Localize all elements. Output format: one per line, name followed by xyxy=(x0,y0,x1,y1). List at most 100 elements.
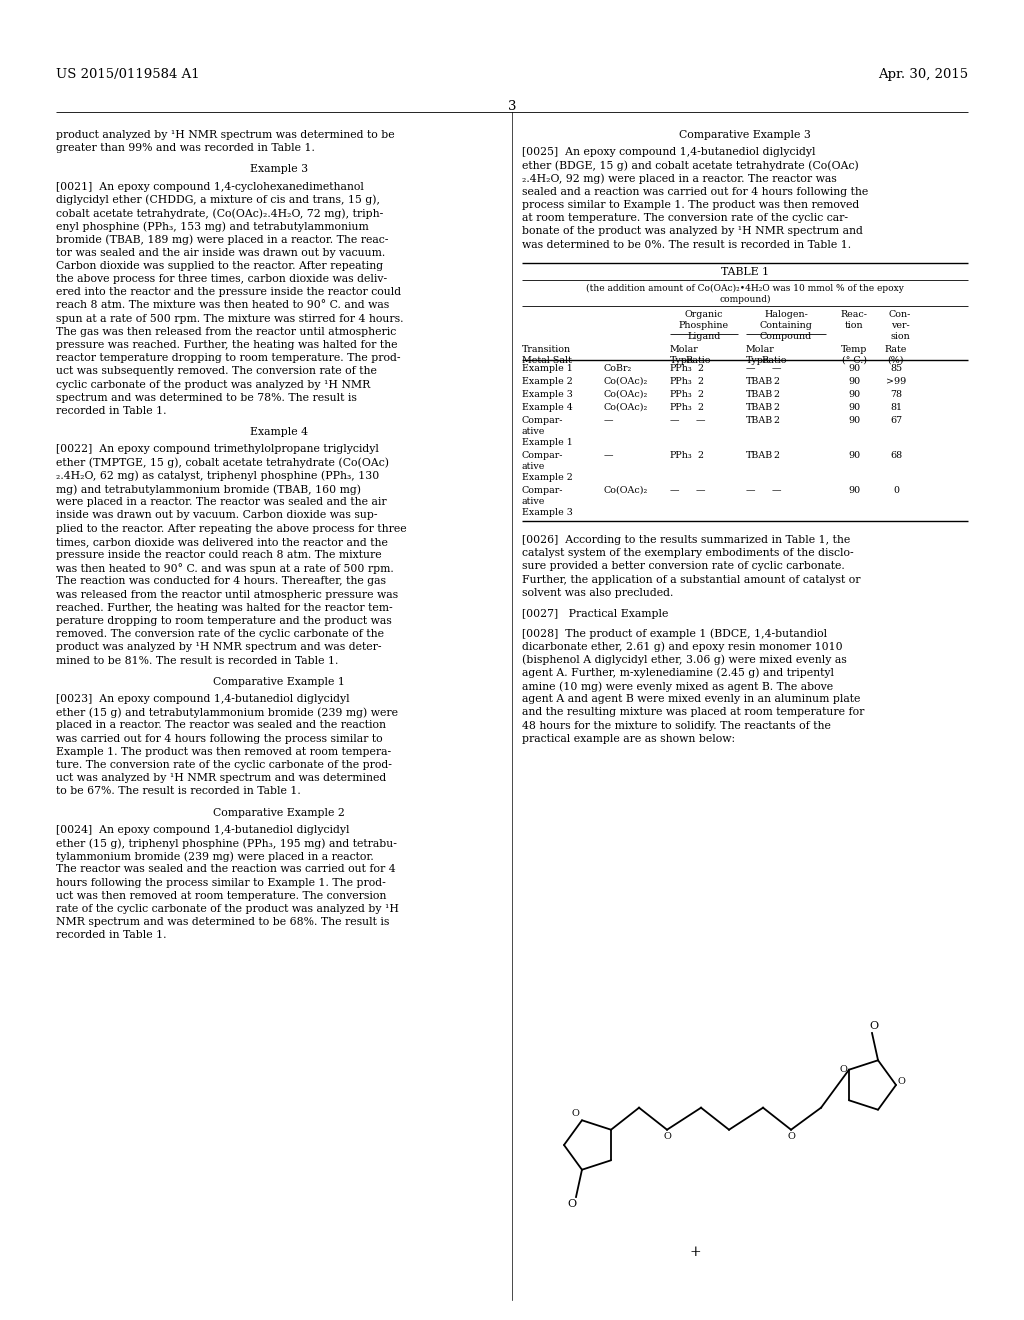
Text: catalyst system of the exemplary embodiments of the disclo-: catalyst system of the exemplary embodim… xyxy=(522,548,854,558)
Text: (%): (%) xyxy=(888,356,904,366)
Text: Type: Type xyxy=(670,356,693,366)
Text: O: O xyxy=(839,1065,847,1074)
Text: Example 4: Example 4 xyxy=(250,428,308,437)
Text: product was analyzed by ¹H NMR spectrum and was deter-: product was analyzed by ¹H NMR spectrum … xyxy=(56,643,382,652)
Text: [0028]  The product of example 1 (BDCE, 1,4-butandiol: [0028] The product of example 1 (BDCE, 1… xyxy=(522,628,827,639)
Text: —: — xyxy=(746,364,756,374)
Text: were placed in a reactor. The reactor was sealed and the air: were placed in a reactor. The reactor wa… xyxy=(56,498,387,507)
Text: ered into the reactor and the pressure inside the reactor could: ered into the reactor and the pressure i… xyxy=(56,288,401,297)
Text: bonate of the product was analyzed by ¹H NMR spectrum and: bonate of the product was analyzed by ¹H… xyxy=(522,227,863,236)
Text: Carbon dioxide was supplied to the reactor. After repeating: Carbon dioxide was supplied to the react… xyxy=(56,261,383,271)
Text: cobalt acetate tetrahydrate, (Co(OAc)₂.4H₂O, 72 mg), triph-: cobalt acetate tetrahydrate, (Co(OAc)₂.4… xyxy=(56,209,383,219)
Text: (° C.): (° C.) xyxy=(842,356,866,366)
Text: hours following the process similar to Example 1. The prod-: hours following the process similar to E… xyxy=(56,878,386,887)
Text: tion: tion xyxy=(845,321,863,330)
Text: PPh₃: PPh₃ xyxy=(670,378,693,385)
Text: inside was drawn out by vacuum. Carbon dioxide was sup-: inside was drawn out by vacuum. Carbon d… xyxy=(56,511,378,520)
Text: uct was then removed at room temperature. The conversion: uct was then removed at room temperature… xyxy=(56,891,386,900)
Text: TBAB: TBAB xyxy=(746,451,773,459)
Text: compound): compound) xyxy=(719,294,771,304)
Text: cyclic carbonate of the product was analyzed by ¹H NMR: cyclic carbonate of the product was anal… xyxy=(56,380,371,389)
Text: Co(OAc)₂: Co(OAc)₂ xyxy=(604,486,648,495)
Text: O: O xyxy=(898,1077,906,1085)
Text: 2: 2 xyxy=(773,451,779,459)
Text: enyl phosphine (PPh₃, 153 mg) and tetrabutylammonium: enyl phosphine (PPh₃, 153 mg) and tetrab… xyxy=(56,222,369,232)
Text: ether (BDGE, 15 g) and cobalt acetate tetrahydrate (Co(OAc): ether (BDGE, 15 g) and cobalt acetate te… xyxy=(522,161,859,172)
Text: Ligand: Ligand xyxy=(687,333,721,341)
Text: Further, the application of a substantial amount of catalyst or: Further, the application of a substantia… xyxy=(522,574,860,585)
Text: —: — xyxy=(771,486,780,495)
Text: plied to the reactor. After repeating the above process for three: plied to the reactor. After repeating th… xyxy=(56,524,407,533)
Text: +: + xyxy=(689,1245,700,1259)
Text: [0027]   Practical Example: [0027] Practical Example xyxy=(522,609,669,619)
Text: sure provided a better conversion rate of cyclic carbonate.: sure provided a better conversion rate o… xyxy=(522,561,845,572)
Text: Ratio: Ratio xyxy=(761,356,786,366)
Text: Containing: Containing xyxy=(760,321,812,330)
Text: 85: 85 xyxy=(890,364,902,374)
Text: ₂.4H₂O, 92 mg) were placed in a reactor. The reactor was: ₂.4H₂O, 92 mg) were placed in a reactor.… xyxy=(522,174,837,185)
Text: recorded in Table 1.: recorded in Table 1. xyxy=(56,407,167,416)
Text: [0022]  An epoxy compound trimethylolpropane triglycidyl: [0022] An epoxy compound trimethylolprop… xyxy=(56,445,379,454)
Text: —: — xyxy=(670,486,680,495)
Text: Example 1. The product was then removed at room tempera-: Example 1. The product was then removed … xyxy=(56,747,391,756)
Text: Con-: Con- xyxy=(889,310,911,319)
Text: PPh₃: PPh₃ xyxy=(670,403,693,412)
Text: practical example are as shown below:: practical example are as shown below: xyxy=(522,734,735,743)
Text: spun at a rate of 500 rpm. The mixture was stirred for 4 hours.: spun at a rate of 500 rpm. The mixture w… xyxy=(56,314,403,323)
Text: Halogen-: Halogen- xyxy=(764,310,808,319)
Text: 90: 90 xyxy=(848,389,860,399)
Text: times, carbon dioxide was delivered into the reactor and the: times, carbon dioxide was delivered into… xyxy=(56,537,388,546)
Text: [0024]  An epoxy compound 1,4-butanediol diglycidyl: [0024] An epoxy compound 1,4-butanediol … xyxy=(56,825,349,834)
Text: [0025]  An epoxy compound 1,4-butanediol diglycidyl: [0025] An epoxy compound 1,4-butanediol … xyxy=(522,148,815,157)
Text: perature dropping to room temperature and the product was: perature dropping to room temperature an… xyxy=(56,616,392,626)
Text: —: — xyxy=(746,486,756,495)
Text: Co(OAc)₂: Co(OAc)₂ xyxy=(604,403,648,412)
Text: product analyzed by ¹H NMR spectrum was determined to be: product analyzed by ¹H NMR spectrum was … xyxy=(56,129,394,140)
Text: ether (TMPTGE, 15 g), cobalt acetate tetrahydrate (Co(OAc): ether (TMPTGE, 15 g), cobalt acetate tet… xyxy=(56,458,389,469)
Text: Compar-: Compar- xyxy=(522,451,563,459)
Text: 90: 90 xyxy=(848,416,860,425)
Text: Comparative Example 1: Comparative Example 1 xyxy=(213,677,345,686)
Text: [0026]  According to the results summarized in Table 1, the: [0026] According to the results summariz… xyxy=(522,535,850,545)
Text: TBAB: TBAB xyxy=(746,403,773,412)
Text: ver-: ver- xyxy=(891,321,909,330)
Text: greater than 99% and was recorded in Table 1.: greater than 99% and was recorded in Tab… xyxy=(56,143,314,153)
Text: >99: >99 xyxy=(886,378,906,385)
Text: [0023]  An epoxy compound 1,4-butanediol diglycidyl: [0023] An epoxy compound 1,4-butanediol … xyxy=(56,694,349,704)
Text: Organic: Organic xyxy=(685,310,723,319)
Text: ether (15 g) and tetrabutylammonium bromide (239 mg) were: ether (15 g) and tetrabutylammonium brom… xyxy=(56,708,398,718)
Text: ture. The conversion rate of the cyclic carbonate of the prod-: ture. The conversion rate of the cyclic … xyxy=(56,760,392,770)
Text: Example 1: Example 1 xyxy=(522,438,572,447)
Text: NMR spectrum and was determined to be 68%. The result is: NMR spectrum and was determined to be 68… xyxy=(56,917,389,927)
Text: was then heated to 90° C. and was spun at a rate of 500 rpm.: was then heated to 90° C. and was spun a… xyxy=(56,564,394,574)
Text: 2: 2 xyxy=(697,389,703,399)
Text: bromide (TBAB, 189 mg) were placed in a reactor. The reac-: bromide (TBAB, 189 mg) were placed in a … xyxy=(56,235,388,246)
Text: was released from the reactor until atmospheric pressure was: was released from the reactor until atmo… xyxy=(56,590,398,599)
Text: 90: 90 xyxy=(848,451,860,459)
Text: rate of the cyclic carbonate of the product was analyzed by ¹H: rate of the cyclic carbonate of the prod… xyxy=(56,904,399,913)
Text: 2: 2 xyxy=(773,403,779,412)
Text: removed. The conversion rate of the cyclic carbonate of the: removed. The conversion rate of the cycl… xyxy=(56,630,384,639)
Text: 90: 90 xyxy=(848,378,860,385)
Text: Compar-: Compar- xyxy=(522,486,563,495)
Text: O: O xyxy=(567,1199,577,1209)
Text: Example 1: Example 1 xyxy=(522,364,572,374)
Text: 2: 2 xyxy=(697,364,703,374)
Text: reactor temperature dropping to room temperature. The prod-: reactor temperature dropping to room tem… xyxy=(56,354,400,363)
Text: O: O xyxy=(664,1131,671,1140)
Text: 81: 81 xyxy=(890,403,902,412)
Text: Molar: Molar xyxy=(670,345,698,354)
Text: mined to be 81%. The result is recorded in Table 1.: mined to be 81%. The result is recorded … xyxy=(56,656,338,665)
Text: 2: 2 xyxy=(773,416,779,425)
Text: diglycidyl ether (CHDDG, a mixture of cis and trans, 15 g),: diglycidyl ether (CHDDG, a mixture of ci… xyxy=(56,195,380,206)
Text: ether (15 g), triphenyl phosphine (PPh₃, 195 mg) and tetrabu-: ether (15 g), triphenyl phosphine (PPh₃,… xyxy=(56,838,397,849)
Text: at room temperature. The conversion rate of the cyclic car-: at room temperature. The conversion rate… xyxy=(522,214,848,223)
Text: —: — xyxy=(695,486,705,495)
Text: 2: 2 xyxy=(697,378,703,385)
Text: Reac-: Reac- xyxy=(841,310,867,319)
Text: TBAB: TBAB xyxy=(746,389,773,399)
Text: Transition: Transition xyxy=(522,345,571,354)
Text: 90: 90 xyxy=(848,403,860,412)
Text: 48 hours for the mixture to solidify. The reactants of the: 48 hours for the mixture to solidify. Th… xyxy=(522,721,830,730)
Text: tor was sealed and the air inside was drawn out by vacuum.: tor was sealed and the air inside was dr… xyxy=(56,248,385,257)
